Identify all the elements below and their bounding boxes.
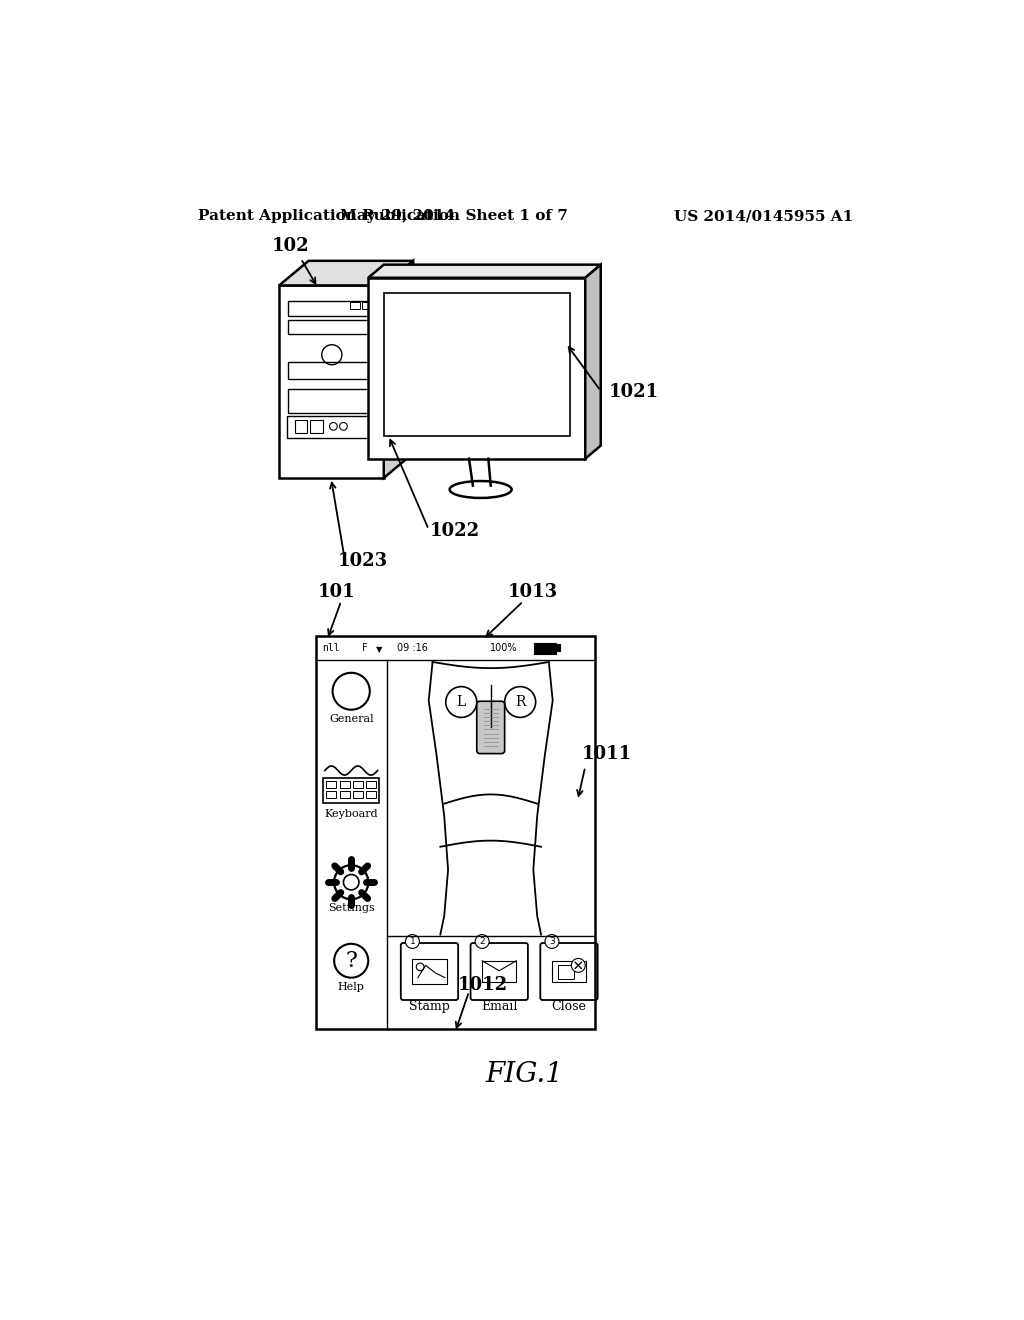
Polygon shape bbox=[369, 277, 586, 459]
Text: F: F bbox=[362, 643, 368, 653]
Circle shape bbox=[406, 935, 420, 949]
Circle shape bbox=[545, 935, 559, 949]
Text: 1011: 1011 bbox=[582, 744, 632, 763]
Text: 3: 3 bbox=[549, 937, 555, 946]
Polygon shape bbox=[369, 264, 601, 277]
Text: General: General bbox=[329, 714, 374, 725]
Circle shape bbox=[334, 866, 369, 899]
Text: Keyboard: Keyboard bbox=[325, 809, 378, 818]
Text: 09 :16: 09 :16 bbox=[397, 643, 428, 653]
Text: 1013: 1013 bbox=[508, 583, 558, 602]
Polygon shape bbox=[535, 643, 556, 653]
Text: 1: 1 bbox=[410, 937, 416, 946]
Text: Patent Application Publication: Patent Application Publication bbox=[198, 209, 460, 223]
Text: L: L bbox=[457, 696, 466, 709]
Text: R: R bbox=[515, 696, 525, 709]
Text: 1021: 1021 bbox=[608, 383, 658, 401]
Text: 1023: 1023 bbox=[337, 553, 387, 570]
Text: ?: ? bbox=[345, 950, 357, 972]
Text: 2: 2 bbox=[479, 937, 485, 946]
Circle shape bbox=[475, 935, 489, 949]
Text: 1012: 1012 bbox=[458, 975, 508, 994]
Polygon shape bbox=[586, 264, 601, 459]
Text: Email: Email bbox=[481, 1001, 517, 1012]
Text: May 29, 2014  Sheet 1 of 7: May 29, 2014 Sheet 1 of 7 bbox=[340, 209, 567, 223]
Text: ▼: ▼ bbox=[376, 645, 383, 655]
Text: 100%: 100% bbox=[489, 643, 517, 653]
Text: 1022: 1022 bbox=[430, 521, 480, 540]
Polygon shape bbox=[388, 663, 593, 935]
Text: nll: nll bbox=[322, 643, 339, 653]
Polygon shape bbox=[280, 285, 384, 478]
Text: 102: 102 bbox=[271, 236, 309, 255]
Polygon shape bbox=[384, 261, 414, 478]
FancyBboxPatch shape bbox=[477, 701, 505, 754]
Polygon shape bbox=[315, 636, 595, 1028]
Text: FIG.1: FIG.1 bbox=[485, 1061, 564, 1089]
Polygon shape bbox=[280, 261, 414, 285]
Text: Settings: Settings bbox=[328, 903, 375, 912]
Circle shape bbox=[571, 958, 586, 973]
Text: US 2014/0145955 A1: US 2014/0145955 A1 bbox=[674, 209, 853, 223]
Text: 101: 101 bbox=[317, 583, 355, 602]
Text: Stamp: Stamp bbox=[409, 1001, 450, 1012]
Text: Help: Help bbox=[338, 982, 365, 993]
Text: Close: Close bbox=[552, 1001, 587, 1012]
Polygon shape bbox=[384, 293, 569, 436]
